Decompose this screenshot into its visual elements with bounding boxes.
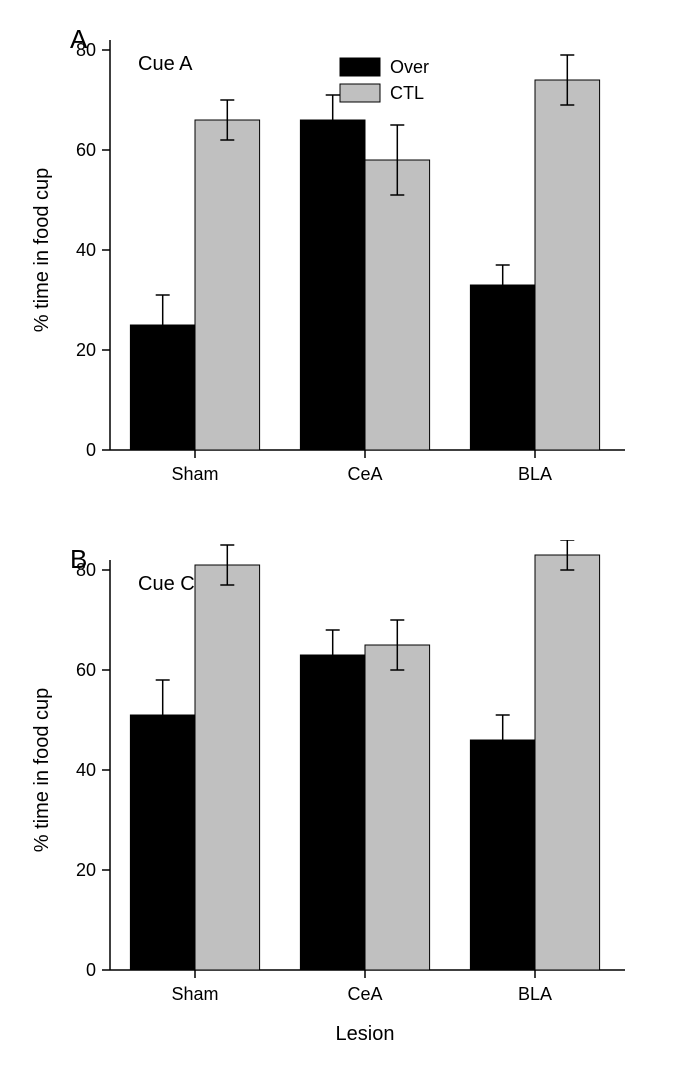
svg-text:20: 20 — [76, 860, 96, 880]
panel-b: 020406080% time in food cupBCue CShamCeA… — [20, 540, 653, 1020]
chart-b-svg: 020406080% time in food cupBCue CShamCeA… — [20, 540, 653, 1070]
figure-container: 020406080% time in food cupACue AShamCeA… — [20, 20, 653, 1020]
svg-text:20: 20 — [76, 340, 96, 360]
legend-swatch — [340, 58, 380, 76]
panel-title: Cue C — [138, 573, 195, 595]
bar — [470, 740, 535, 970]
legend-label: Over — [390, 57, 429, 77]
bar — [300, 655, 365, 970]
x-tick-label: BLA — [518, 984, 552, 1004]
panel-label: B — [70, 544, 87, 574]
bar — [535, 80, 600, 450]
y-axis-label: % time in food cup — [31, 688, 53, 853]
legend-label: CTL — [390, 83, 424, 103]
bar — [470, 285, 535, 450]
bar — [300, 120, 365, 450]
bar — [130, 715, 195, 970]
x-tick-label: CeA — [347, 984, 382, 1004]
x-tick-label: Sham — [171, 984, 218, 1004]
svg-text:60: 60 — [76, 140, 96, 160]
chart-a-svg: 020406080% time in food cupACue AShamCeA… — [20, 20, 653, 510]
x-axis-label: Lesion — [336, 1023, 395, 1045]
bar — [365, 160, 430, 450]
svg-text:40: 40 — [76, 240, 96, 260]
legend-swatch — [340, 84, 380, 102]
svg-text:0: 0 — [86, 960, 96, 980]
x-tick-label: CeA — [347, 464, 382, 484]
svg-text:60: 60 — [76, 660, 96, 680]
bar — [365, 645, 430, 970]
bar — [195, 120, 260, 450]
svg-text:0: 0 — [86, 440, 96, 460]
bar — [535, 555, 600, 970]
panel-a: 020406080% time in food cupACue AShamCeA… — [20, 20, 653, 500]
x-tick-label: BLA — [518, 464, 552, 484]
x-tick-label: Sham — [171, 464, 218, 484]
y-axis-label: % time in food cup — [31, 168, 53, 333]
panel-title: Cue A — [138, 53, 193, 75]
bar — [195, 565, 260, 970]
svg-text:40: 40 — [76, 760, 96, 780]
panel-label: A — [70, 24, 88, 54]
